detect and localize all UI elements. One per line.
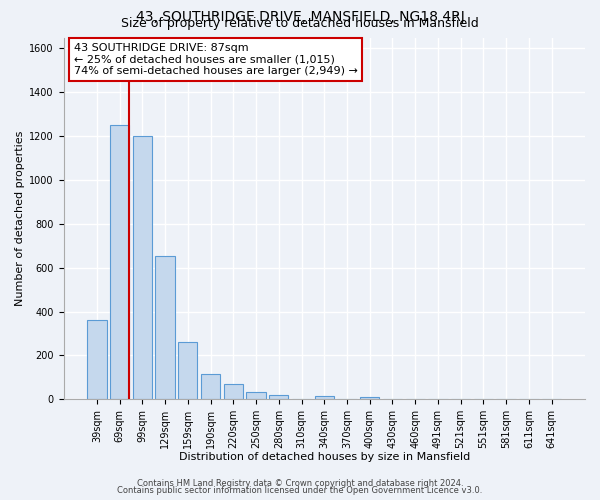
Text: Contains public sector information licensed under the Open Government Licence v3: Contains public sector information licen… [118,486,482,495]
Text: Contains HM Land Registry data © Crown copyright and database right 2024.: Contains HM Land Registry data © Crown c… [137,478,463,488]
Bar [269,395,289,399]
Bar [110,125,129,399]
Bar [314,396,334,399]
Y-axis label: Number of detached properties: Number of detached properties [15,130,25,306]
Text: 43, SOUTHRIDGE DRIVE, MANSFIELD, NG18 4RJ: 43, SOUTHRIDGE DRIVE, MANSFIELD, NG18 4R… [136,10,464,24]
Bar [247,392,266,399]
Bar [201,374,220,399]
X-axis label: Distribution of detached houses by size in Mansfield: Distribution of detached houses by size … [179,452,470,462]
Bar [87,320,107,399]
Text: Size of property relative to detached houses in Mansfield: Size of property relative to detached ho… [121,18,479,30]
Text: 43 SOUTHRIDGE DRIVE: 87sqm
← 25% of detached houses are smaller (1,015)
74% of s: 43 SOUTHRIDGE DRIVE: 87sqm ← 25% of deta… [74,43,358,76]
Bar [155,256,175,399]
Bar [224,384,243,399]
Bar [178,342,197,399]
Bar [360,397,379,399]
Bar [133,136,152,399]
